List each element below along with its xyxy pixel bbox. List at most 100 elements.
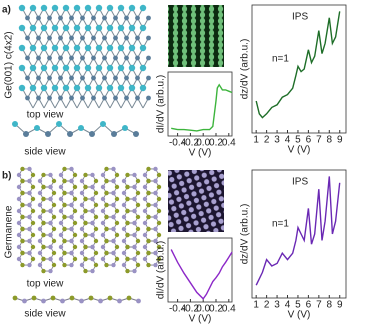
atom <box>124 15 129 21</box>
atom <box>58 256 64 262</box>
atom <box>128 4 136 12</box>
atom <box>41 172 46 178</box>
atom <box>12 295 18 301</box>
atom <box>153 178 158 184</box>
view-label: top view <box>27 110 64 121</box>
atom <box>117 4 125 12</box>
atom <box>83 208 88 214</box>
atom <box>69 15 74 21</box>
atom <box>111 178 116 184</box>
atom <box>91 55 96 61</box>
atom <box>125 256 130 262</box>
atom <box>60 298 65 304</box>
atom <box>72 172 78 178</box>
atom <box>62 44 70 52</box>
atom <box>135 75 140 81</box>
atom <box>93 238 99 244</box>
atom <box>104 238 109 244</box>
atom <box>37 178 43 184</box>
atom <box>139 64 147 72</box>
atom <box>27 190 32 196</box>
atom <box>121 178 127 184</box>
atom <box>95 64 103 72</box>
atom <box>114 244 120 250</box>
atom <box>67 131 73 137</box>
atom <box>156 208 162 214</box>
atom <box>114 256 120 262</box>
atom <box>100 220 106 226</box>
atom <box>25 75 30 81</box>
atom <box>104 166 109 172</box>
atom <box>62 84 70 92</box>
atom <box>113 95 118 101</box>
atom <box>69 214 74 220</box>
atom <box>83 244 88 250</box>
atom <box>16 184 22 190</box>
data-line <box>171 83 233 132</box>
atom <box>51 64 59 72</box>
atom <box>93 262 99 268</box>
atom <box>36 75 41 81</box>
atom <box>95 44 103 52</box>
y-axis-label: dI/dV (arb.u.) <box>156 75 167 133</box>
atom <box>125 232 130 238</box>
atom <box>104 250 109 256</box>
atom <box>72 208 78 214</box>
atom <box>47 95 52 101</box>
atom <box>135 35 140 41</box>
view-label: top view <box>27 279 64 290</box>
atom <box>37 262 43 268</box>
atom <box>36 95 41 101</box>
atom <box>132 172 137 178</box>
atom <box>29 84 37 92</box>
stm-image <box>168 170 224 232</box>
atom <box>25 35 30 41</box>
atom <box>79 250 85 256</box>
atom <box>18 44 26 52</box>
atom <box>124 95 129 101</box>
atom <box>62 250 67 256</box>
atom <box>111 238 116 244</box>
atom <box>69 190 74 196</box>
atom <box>132 184 137 190</box>
atom <box>79 190 85 196</box>
atom <box>30 196 36 202</box>
atom <box>128 84 136 92</box>
stm-image <box>168 5 224 67</box>
atom <box>153 238 158 244</box>
atom <box>41 298 46 304</box>
atom <box>104 178 109 184</box>
x-tick-label: 4 <box>285 135 291 146</box>
atom <box>135 190 141 196</box>
atom <box>34 125 40 131</box>
atom <box>62 214 67 220</box>
atom <box>37 202 43 208</box>
atom <box>30 184 36 190</box>
atom <box>90 172 95 178</box>
x-axis-label: V (V) <box>189 148 212 159</box>
atom <box>18 84 26 92</box>
atom <box>79 202 85 208</box>
atom <box>146 202 151 208</box>
atom <box>84 4 92 12</box>
atom <box>83 184 88 190</box>
x-tick-label: 8 <box>327 300 333 311</box>
atom <box>100 196 106 202</box>
atom <box>124 35 129 41</box>
atom <box>40 84 48 92</box>
atom <box>16 220 22 226</box>
atom <box>83 268 88 274</box>
atom <box>58 15 63 21</box>
x-tick-label: 0.4 <box>222 304 236 315</box>
atom <box>135 95 140 101</box>
atom <box>48 244 53 250</box>
atom <box>135 15 140 21</box>
x-tick-label: -0.4 <box>169 138 187 149</box>
atom <box>30 172 36 178</box>
atom <box>69 55 74 61</box>
atom <box>117 64 125 72</box>
atom <box>62 202 67 208</box>
atom <box>100 121 106 127</box>
atom <box>27 214 32 220</box>
atom <box>93 178 99 184</box>
